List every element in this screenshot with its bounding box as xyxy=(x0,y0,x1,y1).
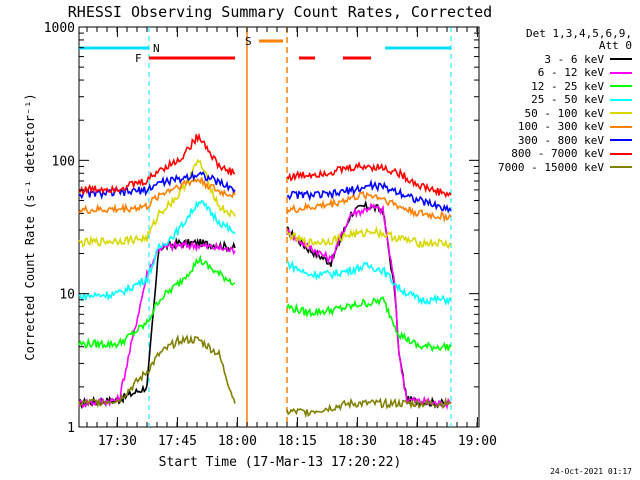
legend-item: 800 - 7000 keV xyxy=(472,147,632,160)
x-tick-label: 18:15 xyxy=(278,434,317,449)
series-line-25-50-keV xyxy=(78,200,236,303)
series-line-7000-15000-keV xyxy=(78,333,236,409)
legend-swatch xyxy=(610,98,632,101)
legend-swatch xyxy=(610,112,632,114)
y-tick-label: 1000 xyxy=(44,21,75,36)
series-line-800-7000-keV xyxy=(286,160,452,199)
series-layer xyxy=(78,132,452,419)
y-axis-label: Corrected Count Rate (s⁻¹ detector⁻¹) xyxy=(23,93,37,360)
observing-markers: NF S xyxy=(79,27,452,427)
chart-title: RHESSI Observing Summary Count Rates, Co… xyxy=(68,3,492,21)
x-axis-ticks: 17:30 17:45 18:00 18:15 18:30 18:45 19:00 xyxy=(86,27,497,449)
series-line-100-300-keV xyxy=(286,190,452,223)
series-line-12-25-keV xyxy=(78,254,236,350)
legend-label: 6 - 12 keV xyxy=(537,66,604,79)
legend-item: 12 - 25 keV xyxy=(472,79,632,93)
legend: Det 1,3,4,5,6,9, Att 0 3 - 6 keV 6 - 12 k… xyxy=(472,28,632,174)
series-line-800-7000-keV xyxy=(78,132,236,196)
legend-swatch xyxy=(610,166,632,168)
series-line-3-6-keV xyxy=(78,236,236,410)
plot-frame xyxy=(78,26,480,428)
y-tick-label: 1 xyxy=(67,421,75,436)
legend-swatch xyxy=(610,152,632,155)
series-line-6-12-keV xyxy=(286,202,452,411)
saa-label: S xyxy=(245,35,252,48)
x-tick-label: 18:00 xyxy=(218,434,257,449)
legend-item: 25 - 50 keV xyxy=(472,93,632,106)
series-line-25-50-keV xyxy=(286,259,452,307)
series-line-12-25-keV xyxy=(286,296,452,353)
legend-label: 800 - 7000 keV xyxy=(511,147,604,160)
legend-item: 7000 - 15000 keV xyxy=(472,160,632,174)
flare-label: F xyxy=(135,52,142,65)
legend-label: 7000 - 15000 keV xyxy=(498,160,604,174)
series-line-100-300-keV xyxy=(78,177,236,215)
y-axis-ticks: 1 10 100 1000 xyxy=(44,21,479,436)
y-tick-label: 10 xyxy=(59,288,75,303)
legend-item: 50 - 100 keV xyxy=(472,106,632,120)
legend-label: 12 - 25 keV xyxy=(531,79,604,93)
legend-item: 100 - 300 keV xyxy=(472,120,632,133)
series-line-50-100-keV xyxy=(286,225,452,250)
legend-swatch xyxy=(610,71,632,74)
legend-item: 6 - 12 keV xyxy=(472,66,632,79)
x-tick-label: 17:30 xyxy=(98,434,137,449)
x-tick-label: 18:45 xyxy=(398,434,437,449)
x-axis-label: Start Time (17-Mar-13 17:20:22) xyxy=(159,455,402,470)
data-gap-layer xyxy=(246,27,288,427)
legend-swatch xyxy=(610,85,632,87)
legend-label: 25 - 50 keV xyxy=(531,93,604,106)
generated-timestamp: 24-Oct-2021 01:17 xyxy=(550,467,632,476)
x-tick-label: 17:45 xyxy=(158,434,197,449)
series-line-7000-15000-keV xyxy=(286,396,452,419)
series-line-50-100-keV xyxy=(78,158,236,249)
night-label: N xyxy=(153,42,160,55)
series-line-300-800-keV xyxy=(78,170,236,200)
legend-item: 300 - 800 keV xyxy=(472,133,632,147)
legend-item: 3 - 6 keV xyxy=(472,52,632,66)
x-tick-label: 18:30 xyxy=(338,434,377,449)
legend-label: 3 - 6 keV xyxy=(544,52,604,66)
x-tick-label: 19:00 xyxy=(458,434,497,449)
legend-swatch xyxy=(610,58,632,60)
y-tick-label: 100 xyxy=(52,154,75,169)
legend-swatch xyxy=(610,125,632,128)
legend-detectors: Det 1,3,4,5,6,9, xyxy=(526,27,632,40)
series-line-300-800-keV xyxy=(286,178,452,214)
legend-label: 100 - 300 keV xyxy=(517,120,604,133)
legend-label: 300 - 800 keV xyxy=(517,133,604,147)
legend-label: 50 - 100 keV xyxy=(524,106,604,120)
legend-attenuator: Att 0 xyxy=(598,39,632,52)
legend-swatch xyxy=(610,139,632,141)
